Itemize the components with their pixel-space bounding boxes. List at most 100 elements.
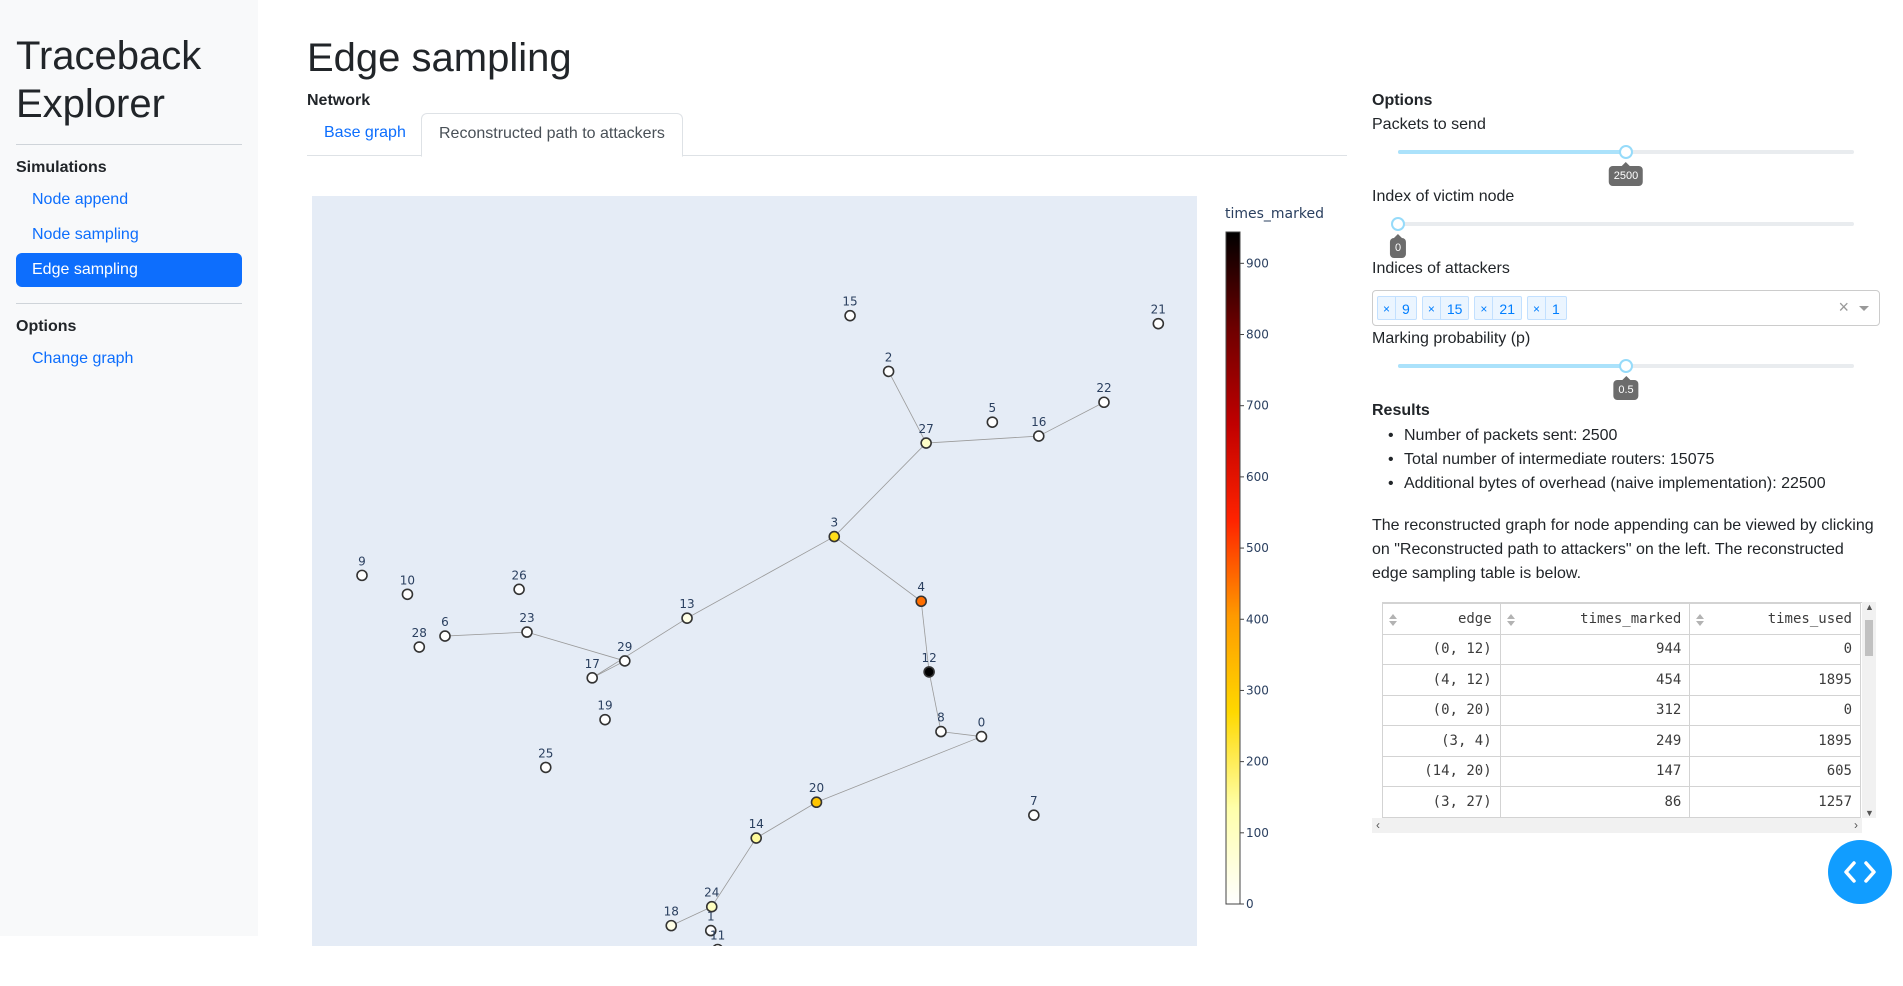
- clear-icon[interactable]: ×: [1838, 297, 1849, 317]
- remove-chip-icon[interactable]: ×: [1528, 297, 1547, 319]
- graph-node[interactable]: [401, 588, 414, 601]
- graph-node[interactable]: [665, 919, 678, 932]
- node-label: 29: [617, 640, 632, 654]
- graph-node[interactable]: [1098, 396, 1110, 409]
- table-row[interactable]: (0, 20) 312 0: [1382, 694, 1861, 726]
- remove-chip-icon[interactable]: ×: [1423, 297, 1441, 319]
- graph-node[interactable]: [705, 900, 718, 913]
- node-label: 10: [400, 573, 415, 587]
- probability-label: Marking probability (p): [1372, 330, 1531, 347]
- graph-nodes: 0123456789101112131415161718192021222324…: [356, 295, 1166, 956]
- table-row[interactable]: (0, 12) 944 0: [1382, 633, 1861, 665]
- graph-edge: [592, 660, 625, 679]
- network-graph-svg[interactable]: 0123456789101112131415161718192021222324…: [312, 196, 1334, 956]
- chevron-down-icon[interactable]: [1859, 306, 1869, 311]
- graph-node[interactable]: [828, 530, 841, 543]
- graph-node[interactable]: [1032, 430, 1045, 442]
- attacker-chip[interactable]: × 1: [1527, 296, 1567, 320]
- graph-node[interactable]: [915, 595, 928, 608]
- chip-label: 9: [1402, 301, 1410, 317]
- graph-node[interactable]: [975, 730, 988, 743]
- network-graph[interactable]: 0 1 2 3 4 5 6 7 8 9 10 11 12 13 14 15 16 17 18 19 20 21 22 23 24…: [312, 196, 1334, 956]
- node-label: 26: [511, 568, 526, 582]
- table-cell: (0, 12): [1382, 633, 1501, 665]
- remove-chip-icon[interactable]: ×: [1378, 297, 1397, 319]
- attacker-chip[interactable]: × 15: [1421, 296, 1470, 320]
- graph-node[interactable]: [1028, 809, 1040, 821]
- table-cell: 312: [1499, 694, 1691, 726]
- table-row[interactable]: (3, 27) 86 1257: [1382, 786, 1861, 818]
- scroll-right-icon[interactable]: ›: [1854, 818, 1858, 832]
- graph-node[interactable]: [599, 713, 611, 726]
- slider-handle[interactable]: [1391, 217, 1405, 231]
- graph-edge: [940, 731, 982, 737]
- table-cell: 1895: [1689, 725, 1861, 757]
- graph-node[interactable]: [920, 437, 932, 449]
- debug-toggle-button[interactable]: [1828, 840, 1892, 904]
- scrollbar-thumb[interactable]: [1865, 620, 1873, 656]
- table-cell: (4, 12): [1382, 664, 1501, 696]
- graph-edge: [686, 536, 835, 619]
- chip-label: 1: [1552, 301, 1560, 317]
- graph-edge: [833, 442, 927, 537]
- graph-node[interactable]: [810, 796, 823, 809]
- table-cell: (0, 20): [1382, 694, 1501, 726]
- attackers-label: Indices of attackers: [1372, 260, 1510, 277]
- scroll-down-icon[interactable]: ▼: [1865, 808, 1874, 818]
- node-label: 18: [664, 905, 679, 919]
- victim-slider[interactable]: 0: [1389, 214, 1854, 258]
- slider-handle[interactable]: [1619, 145, 1633, 159]
- probability-slider[interactable]: 0.5: [1398, 356, 1854, 400]
- table-vertical-scrollbar[interactable]: ▲ ▼: [1862, 602, 1876, 818]
- graph-node[interactable]: [882, 365, 895, 378]
- graph-edge: [1038, 401, 1105, 437]
- column-header-edge[interactable]: edge: [1382, 603, 1501, 635]
- graph-node[interactable]: [844, 309, 856, 322]
- node-label: 16: [1031, 415, 1046, 429]
- graph-node[interactable]: [439, 630, 451, 642]
- graph-node[interactable]: [513, 583, 525, 596]
- column-header-times-used[interactable]: times_used: [1689, 603, 1861, 635]
- tab-reconstructed-path[interactable]: Reconstructed path to attackers: [421, 113, 683, 157]
- results-list: Number of packets sent: 2500 Total numbe…: [1372, 424, 1826, 496]
- table-row[interactable]: (4, 12) 454 1895: [1382, 664, 1861, 696]
- sidebar-item-edge-sampling[interactable]: Edge sampling: [16, 253, 242, 287]
- graph-node[interactable]: [619, 655, 631, 667]
- sidebar-item-node-append[interactable]: Node append: [32, 191, 129, 208]
- table-row[interactable]: (3, 4) 249 1895: [1382, 725, 1861, 757]
- node-label: 6: [441, 615, 449, 629]
- colorbar-tick-label: 500: [1246, 541, 1269, 555]
- graph-node[interactable]: [681, 612, 693, 624]
- slider-handle[interactable]: [1619, 359, 1633, 373]
- sidebar-item-node-sampling[interactable]: Node sampling: [32, 226, 139, 243]
- graph-node[interactable]: [413, 641, 426, 653]
- remove-chip-icon[interactable]: ×: [1475, 297, 1494, 319]
- graph-node[interactable]: [935, 725, 947, 738]
- tab-base-graph[interactable]: Base graph: [324, 124, 406, 141]
- graph-node[interactable]: [586, 672, 599, 684]
- column-header-times-marked[interactable]: times_marked: [1499, 603, 1691, 635]
- attacker-chip[interactable]: × 21: [1474, 296, 1522, 320]
- graph-node[interactable]: [750, 832, 763, 844]
- scroll-left-icon[interactable]: ‹: [1376, 818, 1380, 832]
- node-label: 7: [1030, 794, 1038, 808]
- graph-node[interactable]: [1152, 317, 1165, 330]
- scroll-up-icon[interactable]: ▲: [1865, 602, 1874, 612]
- attacker-chip[interactable]: × 9: [1377, 296, 1417, 320]
- table-horizontal-scrollbar[interactable]: ‹ ›: [1372, 818, 1862, 833]
- sidebar-divider: [16, 303, 242, 304]
- options-heading: Options: [1372, 92, 1433, 109]
- attackers-multiselect[interactable]: × 9 × 15 × 21 × 1 ×: [1372, 290, 1880, 326]
- colorbar-tick-label: 700: [1246, 399, 1269, 413]
- table-row[interactable]: (14, 20) 147 605: [1382, 755, 1861, 787]
- packets-slider[interactable]: 2500: [1398, 142, 1854, 186]
- graph-node[interactable]: [986, 416, 999, 428]
- graph-node[interactable]: [356, 569, 368, 582]
- colorbar-tick-label: 100: [1246, 826, 1269, 840]
- node-label: 17: [585, 657, 600, 671]
- graph-node[interactable]: [539, 761, 552, 774]
- graph-node[interactable]: [704, 924, 717, 937]
- graph-node[interactable]: [521, 626, 533, 638]
- graph-node[interactable]: [923, 666, 935, 678]
- sidebar-item-change-graph[interactable]: Change graph: [32, 350, 134, 367]
